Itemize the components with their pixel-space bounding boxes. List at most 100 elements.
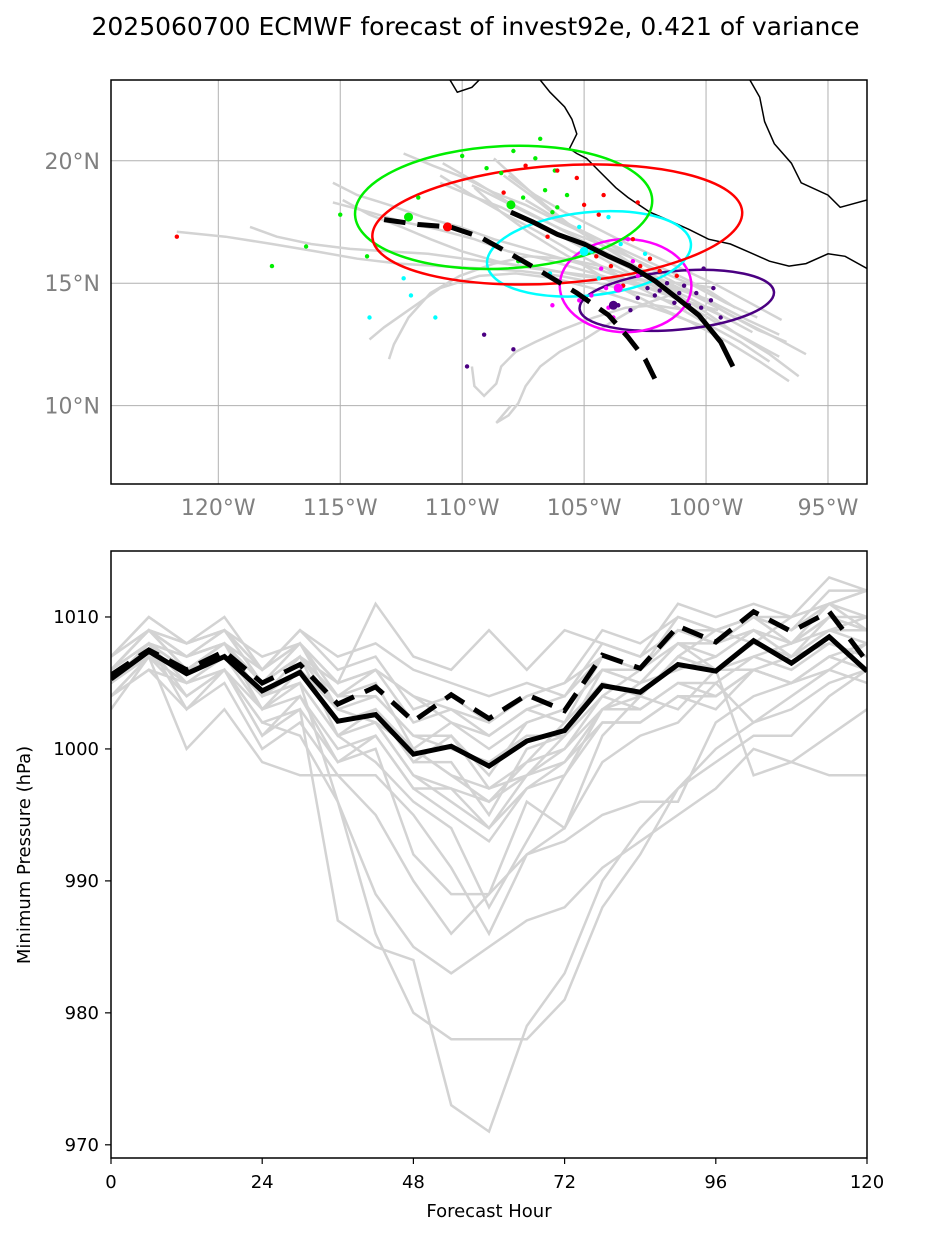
point-day4	[416, 195, 421, 200]
point-day4	[542, 187, 548, 193]
figure-title: 2025060700 ECMWF forecast of invest92e, …	[91, 12, 860, 41]
point-day1	[664, 281, 670, 286]
point-day1	[464, 364, 470, 369]
point-day2	[635, 273, 640, 279]
pressure-x-ticks: 0 24 48 72 96 120	[105, 1158, 884, 1193]
pressure-ensemble-mean	[111, 608, 867, 725]
point-day5	[555, 168, 560, 173]
x-axis-label: Forecast Hour	[426, 1201, 552, 1222]
x-tick-label: 48	[402, 1172, 425, 1193]
pressure-member	[111, 602, 867, 738]
pressure-member	[111, 641, 867, 1041]
point-day4	[498, 170, 504, 176]
centroid-deterministic_end	[404, 212, 414, 222]
point-day4	[520, 195, 526, 200]
point-day2	[603, 285, 609, 291]
x-tick-label: 120	[850, 1172, 884, 1193]
point-day1	[657, 288, 662, 293]
point-day5	[574, 175, 579, 181]
map-frame	[110, 79, 868, 485]
point-day5	[657, 268, 662, 274]
point-day2	[577, 298, 582, 303]
track-map-panel: 120°W 115°W 110°W 105°W 100°W 95°W 10°N 15°N 20…	[45, 79, 868, 521]
centroid-day1	[608, 300, 618, 310]
y-tick-label: 980	[65, 1003, 99, 1024]
point-day5	[608, 263, 614, 269]
point-day3	[577, 224, 582, 230]
pressure-member	[111, 654, 867, 844]
point-day1	[708, 298, 714, 303]
point-day5	[638, 263, 643, 269]
point-day1	[645, 285, 650, 291]
point-day4	[550, 210, 555, 215]
point-day4	[555, 205, 560, 210]
map-x-tick-label: 120°W	[181, 496, 256, 521]
point-day5	[594, 254, 599, 259]
point-day3	[408, 293, 414, 298]
point-day1	[698, 305, 704, 310]
y-axis-label: Minimum Pressure (hPa)	[14, 746, 35, 964]
member-track	[507, 174, 783, 322]
point-day1	[635, 295, 640, 301]
x-tick-label: 96	[704, 1172, 727, 1193]
point-day1	[652, 293, 658, 298]
ellipse-day4	[353, 144, 654, 271]
pressure-deterministic	[111, 633, 867, 770]
point-day5	[545, 234, 550, 239]
member-track	[470, 304, 687, 398]
map-x-tick-label: 115°W	[303, 496, 378, 521]
x-tick-label: 72	[553, 1172, 576, 1193]
point-day4	[538, 136, 543, 141]
point-day1	[701, 266, 706, 271]
point-day3	[596, 276, 601, 281]
point-day2	[625, 236, 631, 242]
point-day1	[481, 332, 487, 337]
map-x-tick-labels: 120°W 115°W 110°W 105°W 100°W 95°W	[181, 496, 859, 521]
map-background	[111, 80, 867, 484]
point-day1	[711, 285, 716, 291]
point-day1	[694, 290, 699, 296]
point-day1	[511, 347, 516, 352]
point-day3	[642, 251, 648, 257]
point-day4	[303, 244, 309, 249]
point-day1	[677, 290, 682, 296]
point-day5	[581, 202, 587, 208]
centroid-day5	[443, 222, 453, 232]
map-y-tick-label: 10°N	[45, 395, 100, 420]
y-tick-label: 990	[65, 871, 99, 892]
pressure-frame	[110, 550, 868, 1159]
centroid-day4	[506, 200, 516, 210]
point-day2	[630, 258, 636, 264]
y-tick-label: 970	[65, 1135, 99, 1156]
map-x-tick-label: 100°W	[669, 496, 744, 521]
map-y-tick-label: 15°N	[45, 272, 100, 297]
centroid-day2	[613, 283, 623, 293]
point-day5	[501, 190, 506, 195]
point-day3	[618, 241, 623, 247]
point-day2	[550, 303, 555, 308]
pressure-main-lines	[111, 608, 867, 770]
point-day4	[484, 165, 489, 171]
point-day4	[269, 263, 275, 269]
centroid-day3	[579, 246, 589, 256]
map-x-tick-label: 95°W	[798, 496, 859, 521]
pressure-member	[111, 642, 867, 804]
y-tick-label: 1010	[53, 607, 99, 628]
member-track	[403, 152, 736, 309]
point-day3	[401, 276, 406, 281]
point-day5	[647, 256, 653, 261]
point-day5	[674, 273, 679, 279]
pressure-member	[111, 615, 867, 724]
map-x-tick-label: 105°W	[547, 496, 622, 521]
x-tick-label: 0	[105, 1172, 116, 1193]
coastline-segment	[749, 80, 867, 209]
point-day4	[533, 156, 538, 161]
pressure-member	[111, 575, 867, 698]
point-day3	[433, 315, 438, 320]
coastline-segment	[449, 80, 480, 94]
point-day4	[459, 153, 465, 159]
pressure-member	[111, 615, 867, 937]
point-day5	[635, 200, 640, 205]
